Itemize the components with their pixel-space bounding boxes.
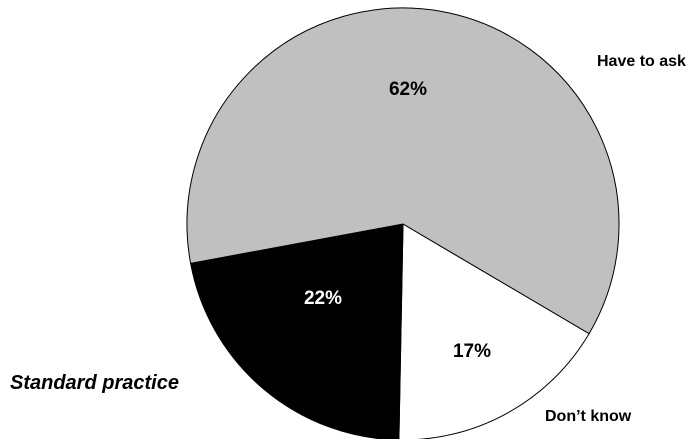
pie-value-labels: 62% 17% 22% bbox=[304, 79, 491, 362]
pie-category-labels: Have to ask Don’t know Standard practice bbox=[10, 53, 686, 425]
name-standard-practice: Standard practice bbox=[10, 372, 179, 394]
slice-dont-know bbox=[398, 223, 590, 439]
slice-have-to-ask bbox=[186, 7, 620, 335]
slice-standard-practice bbox=[190, 223, 404, 439]
value-label-standard-practice: 22% bbox=[304, 288, 342, 309]
pie-slices bbox=[186, 7, 620, 439]
name-have-to-ask: Have to ask bbox=[597, 53, 686, 70]
value-label-dont-know: 17% bbox=[453, 341, 491, 362]
value-label-have-to-ask: 62% bbox=[389, 79, 427, 100]
name-dont-know: Don’t know bbox=[545, 408, 632, 425]
